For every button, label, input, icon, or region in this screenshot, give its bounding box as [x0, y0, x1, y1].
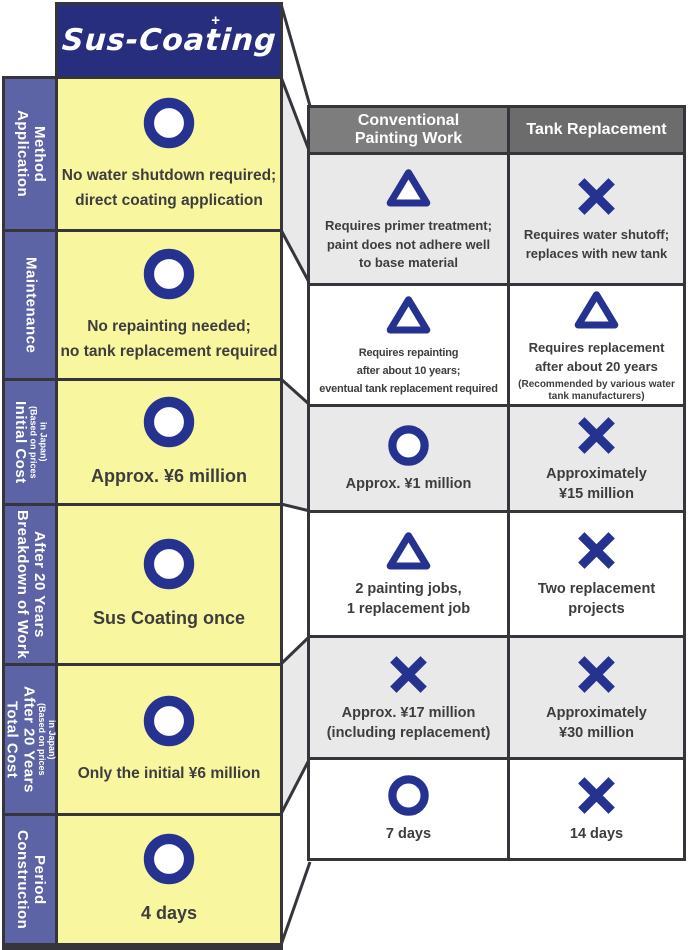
row-category-maintenance: Maintenance [5, 232, 55, 378]
rating-symbol [386, 165, 431, 210]
triangle-icon [386, 168, 431, 207]
sus-coating-cell: Sus Coating once [58, 506, 280, 663]
sus-coating-cell: Approx. ¥6 million [58, 381, 280, 503]
rating-symbol [386, 528, 431, 573]
table-cell: Approx. ¥17 million (including replaceme… [310, 638, 507, 757]
cell-text: 2 painting jobs, 1 replacement job [346, 581, 471, 617]
cell-text: Requires repainting after about 10 years… [319, 346, 498, 396]
sus-coating-cell: No repainting needed; no tank replacemen… [58, 232, 280, 378]
category-label: Construction Period [14, 829, 48, 930]
table-cell: 14 days [510, 760, 683, 858]
cross-icon [578, 656, 615, 693]
category-label: Application Method [14, 110, 48, 198]
sus-coating-header: Sus-Coating + [58, 5, 280, 76]
rating-symbol [141, 536, 197, 592]
circle-icon [143, 538, 195, 590]
circle-icon [143, 695, 195, 747]
cell-text: Approx. ¥17 million (including replaceme… [326, 704, 491, 741]
rating-symbol [141, 394, 197, 450]
brand-title: Sus-Coating [60, 23, 278, 58]
cell-text: Two replacement projects [537, 581, 656, 617]
row-category-breakdown-of-work: Breakdown of Work After 20 Years [5, 506, 55, 663]
circle-icon [143, 396, 195, 447]
category-label: Maintenance [22, 256, 40, 354]
row-category-application-method: Application Method [5, 79, 55, 229]
cross-icon [578, 777, 615, 815]
cell-text: Requires replacement after about 20 year… [528, 339, 665, 374]
table-cell: 2 painting jobs, 1 replacement job [310, 513, 507, 635]
cell-text: Sus Coating once [92, 608, 245, 629]
rating-symbol [574, 287, 619, 332]
cell-text: 4 days [140, 903, 198, 924]
category-sidebar: Application Method Maintenance Initial C… [2, 76, 58, 950]
rating-symbol [574, 174, 619, 219]
rating-symbol [141, 831, 197, 887]
category-sublabel: (Based on prices in Japan) [28, 405, 49, 479]
sus-coating-cell: Only the initial ¥6 million [58, 666, 280, 813]
category-label: Breakdown of Work After 20 Years [14, 509, 48, 660]
rating-symbol [574, 773, 619, 818]
triangle-icon [386, 532, 431, 570]
sus-coating-cell: No water shutdown required; direct coati… [58, 79, 280, 229]
cross-icon [578, 417, 615, 454]
cell-text: Requires primer treatment; paint does no… [325, 217, 492, 271]
rating-symbol [141, 246, 197, 302]
cell-text: Approximately ¥30 million [546, 704, 647, 741]
triangle-icon [574, 290, 619, 329]
table-cell: Two replacement projects [510, 513, 683, 635]
table-cell: Requires water shutoff; replaces with ne… [510, 155, 683, 283]
cell-text: 14 days [569, 826, 624, 843]
table-cell: Requires repainting after about 10 years… [310, 286, 507, 404]
category-label: Initial Cost [12, 400, 30, 484]
rating-symbol [386, 292, 431, 337]
rating-symbol [386, 652, 431, 697]
cell-text: Approx. ¥6 million [90, 465, 248, 486]
table-cell: Requires primer treatment; paint does no… [310, 155, 507, 283]
sus-coating-cell: 4 days [58, 816, 280, 943]
cross-icon [578, 178, 615, 216]
circle-icon [143, 98, 195, 149]
cell-text: Approximately ¥15 million [546, 465, 647, 502]
cell-text: No repainting needed; no tank replacemen… [60, 318, 278, 360]
row-category-total-cost: Total Cost After 20 Years (Based on pric… [3, 666, 58, 813]
comparison-table: Conventional Painting Work Tank Replacem… [307, 105, 686, 861]
cell-text: Only the initial ¥6 million [77, 764, 261, 782]
column-header-conventional: Conventional Painting Work [310, 108, 507, 152]
cross-icon [390, 656, 427, 693]
table-cell: 7 days [310, 760, 507, 858]
sparkle-icon: + [211, 12, 220, 29]
circle-icon [143, 833, 195, 885]
rating-symbol [574, 652, 619, 697]
rating-symbol [386, 423, 431, 468]
category-sublabel: (Based on prices in Japan) [36, 703, 58, 776]
rating-symbol [574, 413, 619, 458]
rating-symbol [141, 693, 197, 749]
cell-text: Approx. ¥1 million [345, 475, 472, 492]
rating-symbol [386, 773, 431, 818]
circle-icon [388, 775, 429, 816]
cross-icon [578, 532, 615, 570]
rating-symbol [574, 528, 619, 573]
triangle-icon [386, 296, 431, 334]
column-header-tank-replacement: Tank Replacement [510, 108, 683, 152]
rating-symbol [141, 95, 197, 151]
table-cell: Approximately ¥30 million [510, 638, 683, 757]
cell-text: Requires water shutoff; replaces with ne… [523, 227, 670, 261]
category-label: Total Cost After 20 Years [3, 686, 38, 793]
row-category-initial-cost: Initial Cost (Based on prices in Japan) [5, 381, 55, 503]
cell-text: 7 days [385, 826, 432, 843]
cell-text: No water shutdown required; direct coati… [61, 167, 277, 209]
table-cell: Requires replacement after about 20 year… [510, 286, 683, 404]
row-category-construction-period: Construction Period [5, 816, 55, 943]
table-cell: Approx. ¥1 million [310, 407, 507, 510]
sus-coating-column: Sus-Coating + No water shutdown required… [55, 2, 283, 950]
cell-note: (Recommended by various water tank manuf… [518, 379, 675, 403]
circle-icon [143, 249, 195, 300]
circle-icon [388, 424, 429, 466]
table-cell: Approximately ¥15 million [510, 407, 683, 510]
